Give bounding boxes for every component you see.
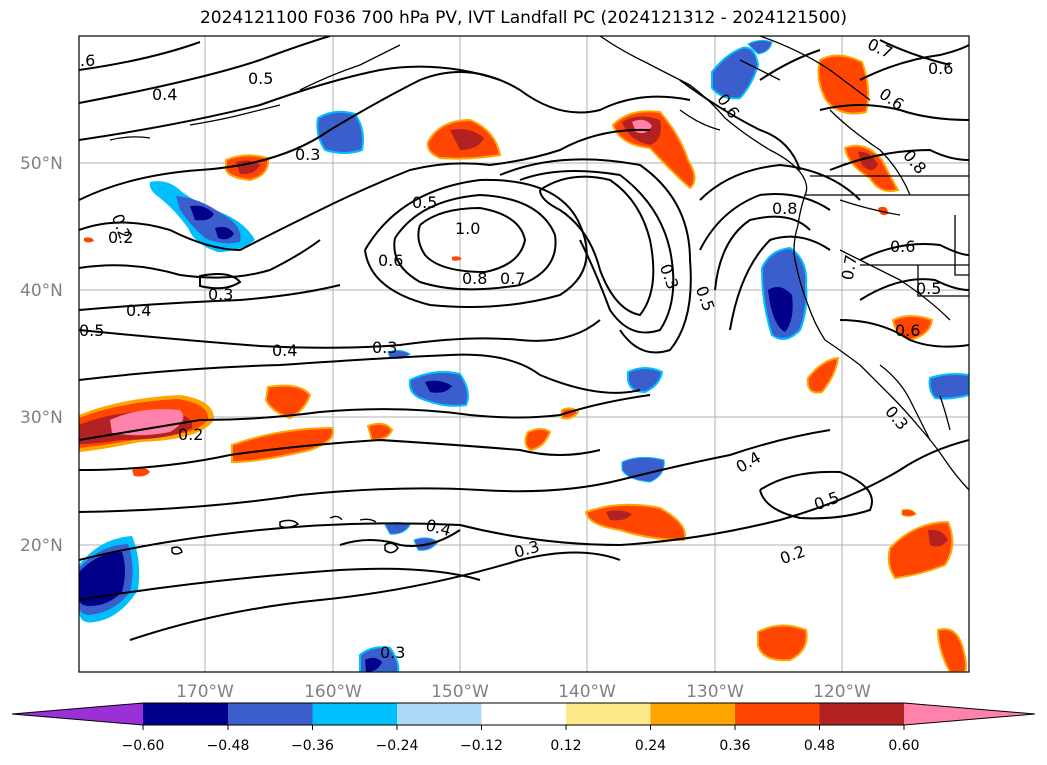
contour-label: 0.6 <box>890 237 915 256</box>
contour-label: 0.7 <box>838 253 861 281</box>
longitude-axis: 170°W 160°W 150°W 140°W 130°W 120°W <box>176 682 871 702</box>
colorbar-tick-label: −0.24 <box>376 738 419 754</box>
graticule <box>79 36 969 672</box>
latitude-axis: 50°N 40°N 30°N 20°N <box>20 154 63 556</box>
contour-label: 0.4 <box>152 85 177 104</box>
contour-label: 0.5 <box>248 69 273 88</box>
longitude-label: 140°W <box>558 682 616 702</box>
latitude-label: 30°N <box>20 408 63 428</box>
colorbar-segment <box>143 703 228 725</box>
colorbar-tick-label: 0.48 <box>804 738 835 754</box>
colorbar-tick-label: 0.12 <box>550 738 581 754</box>
map-background <box>79 36 969 672</box>
colorbar: −0.60 −0.48 −0.36 −0.24 −0.12 0.12 0.24 … <box>11 702 1036 754</box>
contour-label: 0.4 <box>272 341 297 360</box>
contour-label: 0.5 <box>412 193 437 212</box>
colorbar-tick-label: 0.24 <box>635 738 666 754</box>
contour-label: 0.2 <box>178 425 203 444</box>
contour-label: 0.7 <box>500 269 525 288</box>
contour-label: 0.5 <box>79 321 104 340</box>
map-title: 2024121100 F036 700 hPa PV, IVT Landfall… <box>199 8 847 28</box>
longitude-label: 160°W <box>304 682 362 702</box>
contour-label: 0.4 <box>126 301 151 320</box>
contour-label: 0.3 <box>295 145 320 164</box>
colorbar-tick-label: −0.60 <box>122 738 165 754</box>
contour-label: .6 <box>80 51 95 70</box>
colorbar-segment <box>650 703 735 725</box>
contour-label: 0.6 <box>895 321 920 340</box>
contour-label: 1.0 <box>455 219 480 238</box>
colorbar-tick-label: 0.60 <box>888 738 919 754</box>
contour-label: 0.6 <box>928 59 953 78</box>
colorbar-segment <box>481 703 566 725</box>
coastlines <box>109 36 969 523</box>
colorbar-segment <box>12 703 143 725</box>
contour-label: 0.2 <box>108 228 133 247</box>
colorbar-segment <box>228 703 313 725</box>
contour-label: 0.3 <box>208 285 233 304</box>
longitude-label: 170°W <box>176 682 234 702</box>
latitude-label: 20°N <box>20 536 63 556</box>
latitude-label: 50°N <box>20 154 63 174</box>
latitude-label: 40°N <box>20 281 63 301</box>
colorbar-tick-label: −0.36 <box>291 738 334 754</box>
colorbar-segment <box>819 703 904 725</box>
pv-contours <box>79 36 969 641</box>
colorbar-tick-label: 0.36 <box>719 738 750 754</box>
longitude-label: 130°W <box>686 682 744 702</box>
colorbar-segment <box>904 703 1035 725</box>
contour-label: 0.8 <box>772 199 797 218</box>
map-frame <box>78 35 970 673</box>
longitude-label: 120°W <box>813 682 871 702</box>
contour-label: 0.3 <box>372 338 397 357</box>
negative-pc-shading <box>79 39 969 672</box>
colorbar-tick-label: −0.48 <box>207 738 250 754</box>
contour-label: 0.6 <box>378 251 403 270</box>
contour-label: 0.5 <box>916 279 941 298</box>
colorbar-segment <box>312 703 397 725</box>
map-plot-area <box>79 36 969 672</box>
contour-label: 0.3 <box>380 643 405 662</box>
longitude-label: 150°W <box>431 682 489 702</box>
colorbar-tick-label: −0.12 <box>460 738 503 754</box>
contour-label: 0.8 <box>462 269 487 288</box>
colorbar-segment <box>397 703 482 725</box>
colorbar-segment <box>735 703 820 725</box>
colorbar-segment <box>566 703 651 725</box>
colorbar-ticks <box>142 725 905 730</box>
